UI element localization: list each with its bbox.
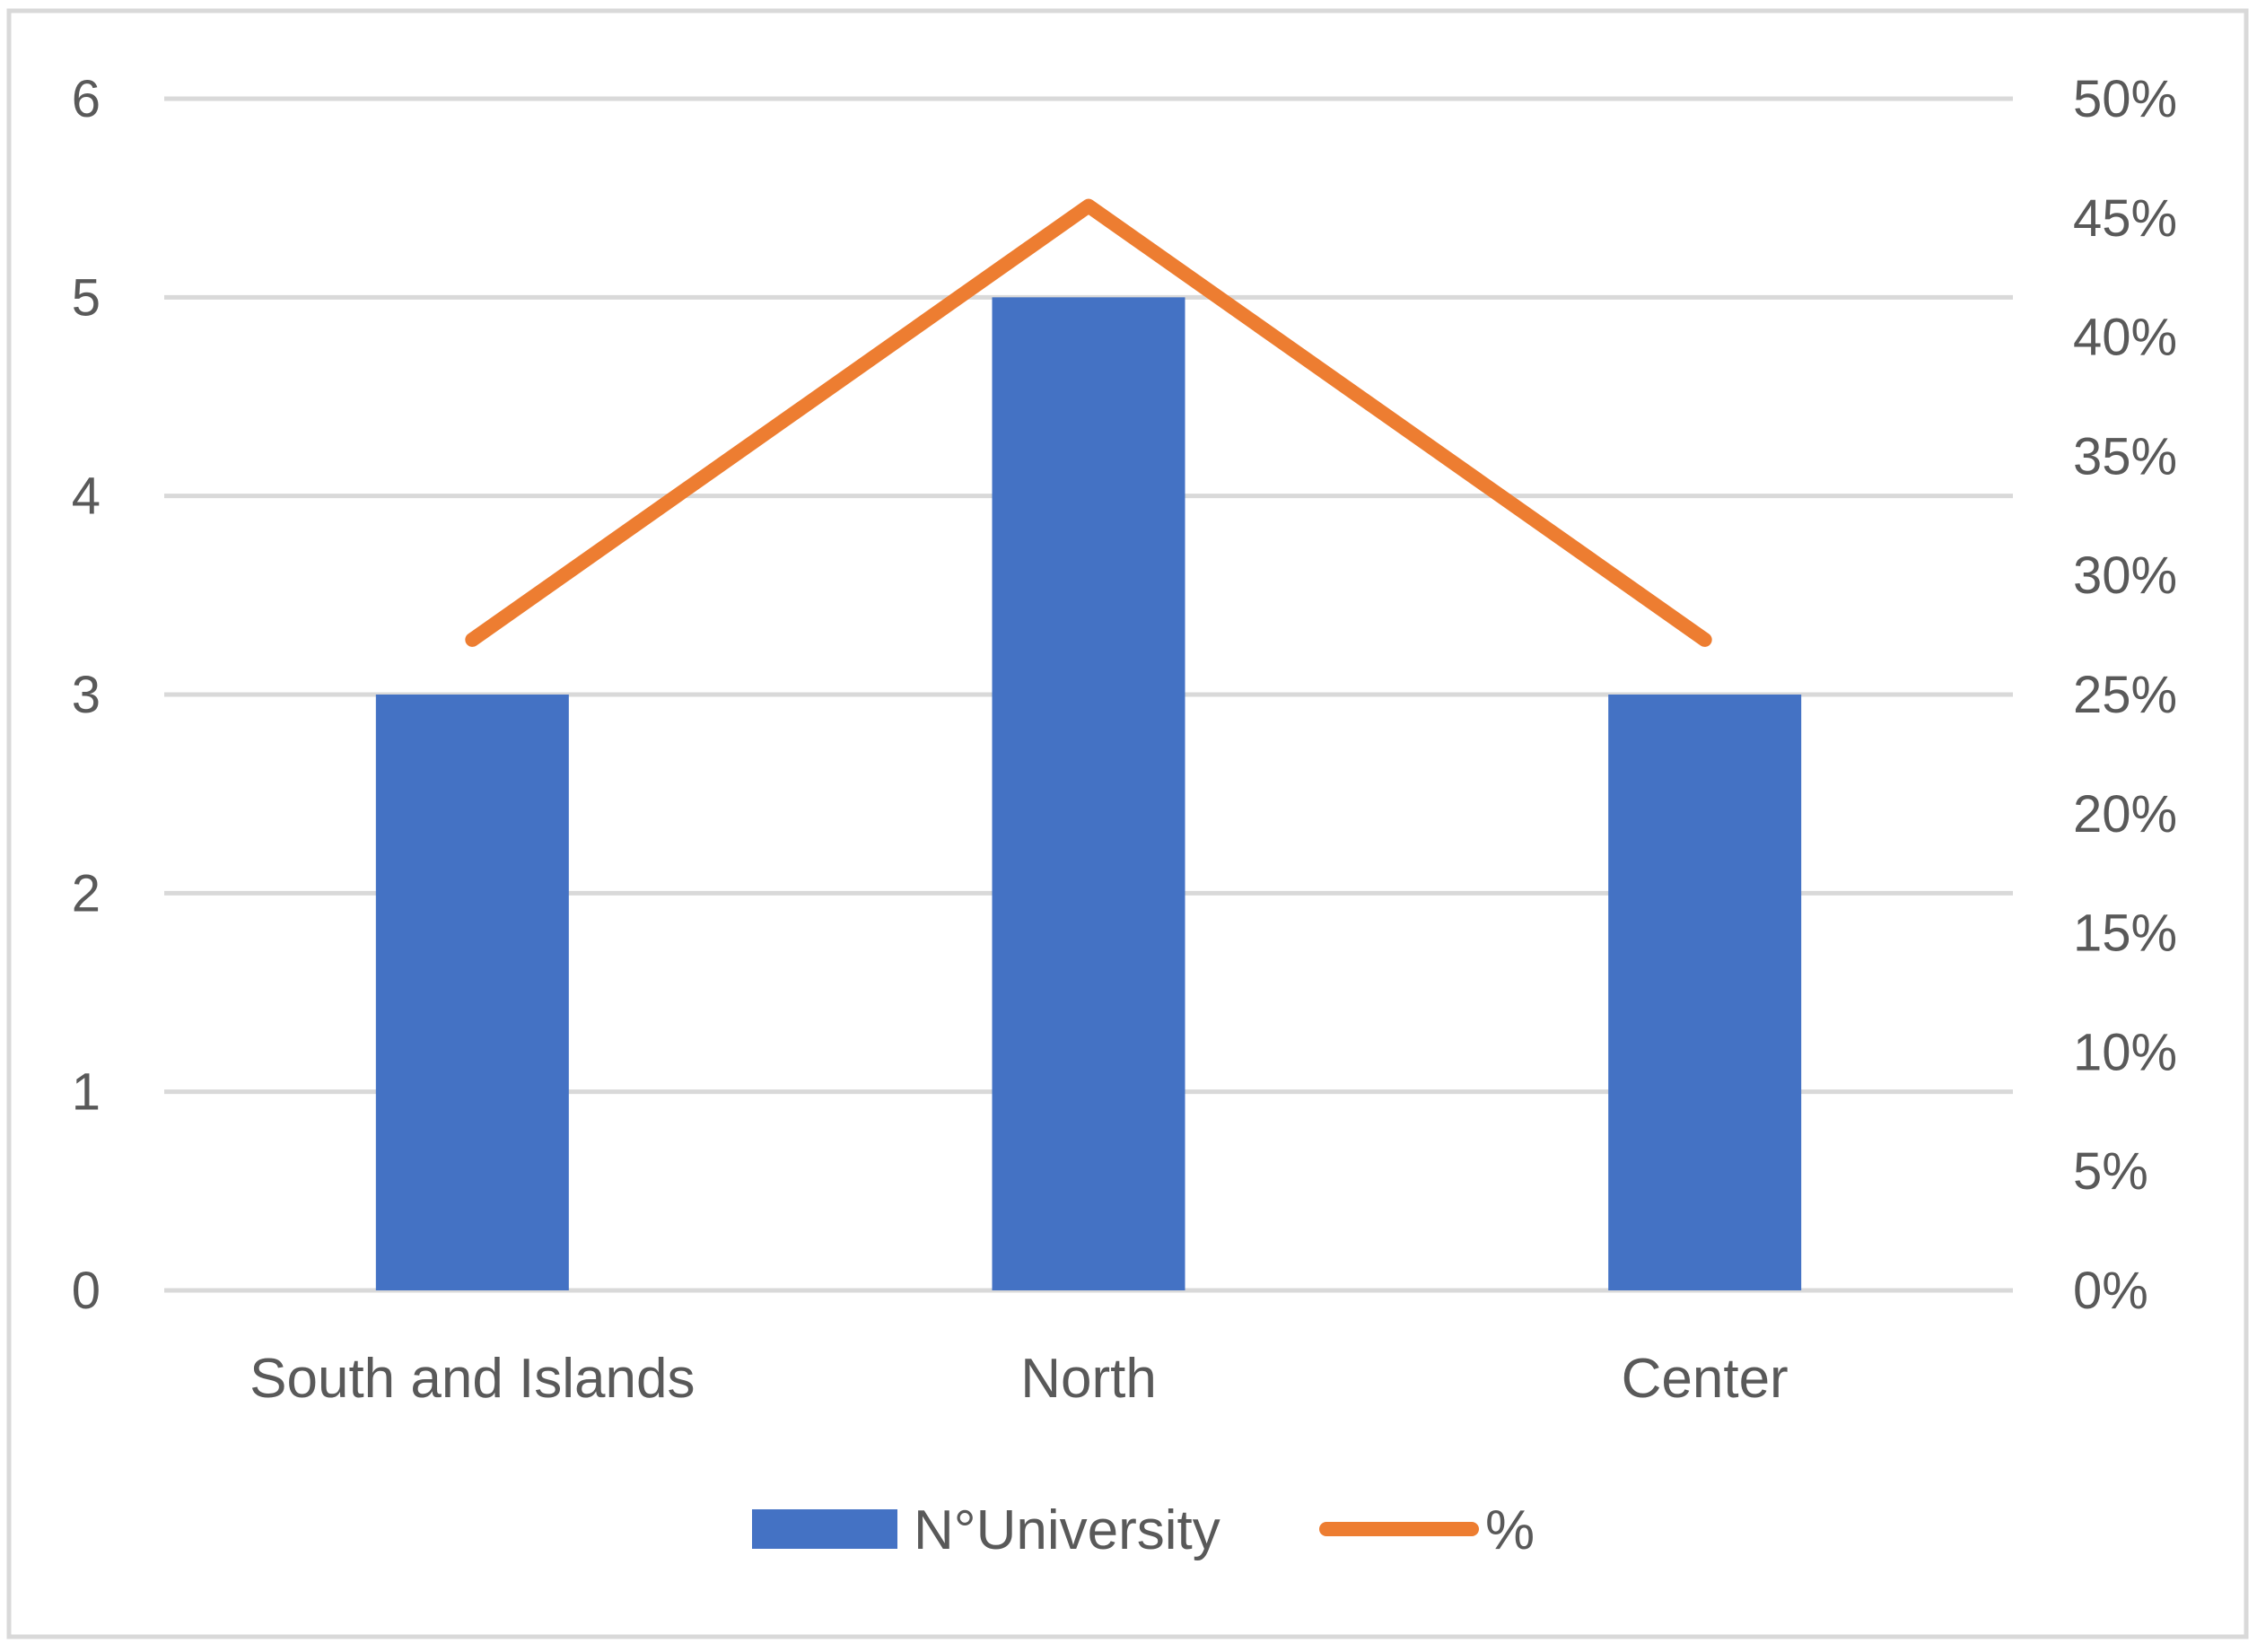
left-axis-tick-label: 4	[72, 468, 101, 526]
legend-swatch-bar	[752, 1509, 897, 1549]
right-axis-tick-label: 50%	[2073, 70, 2177, 128]
left-axis-tick-label: 2	[72, 864, 101, 922]
right-axis-tick-label: 35%	[2073, 427, 2177, 485]
right-axis-tick-label: 0%	[2073, 1262, 2148, 1320]
left-axis-tick-label: 3	[72, 666, 101, 724]
bar-north	[993, 297, 1185, 1290]
legend-label-line: %	[1485, 1499, 1535, 1561]
right-axis-tick-label: 45%	[2073, 189, 2177, 248]
right-axis-tick-label: 5%	[2073, 1142, 2148, 1201]
category-label: Center	[1622, 1348, 1789, 1410]
right-axis-tick-label: 20%	[2073, 785, 2177, 843]
right-axis-tick-label: 40%	[2073, 309, 2177, 367]
right-axis-tick-label: 10%	[2073, 1023, 2177, 1081]
legend-label-bar: N°University	[914, 1499, 1220, 1561]
left-axis-tick-label: 5	[72, 268, 101, 327]
category-label: North	[1020, 1348, 1157, 1410]
right-axis-tick-label: 15%	[2073, 905, 2177, 963]
right-axis-tick-label: 25%	[2073, 666, 2177, 724]
right-axis-tick-label: 30%	[2073, 546, 2177, 605]
bar-south-and-islands	[376, 695, 569, 1290]
left-axis-tick-label: 6	[72, 70, 101, 128]
category-label: South and Islands	[249, 1348, 695, 1410]
left-axis-tick-label: 1	[72, 1063, 101, 1122]
bar-center	[1608, 695, 1801, 1290]
left-axis-tick-label: 0	[72, 1262, 101, 1320]
